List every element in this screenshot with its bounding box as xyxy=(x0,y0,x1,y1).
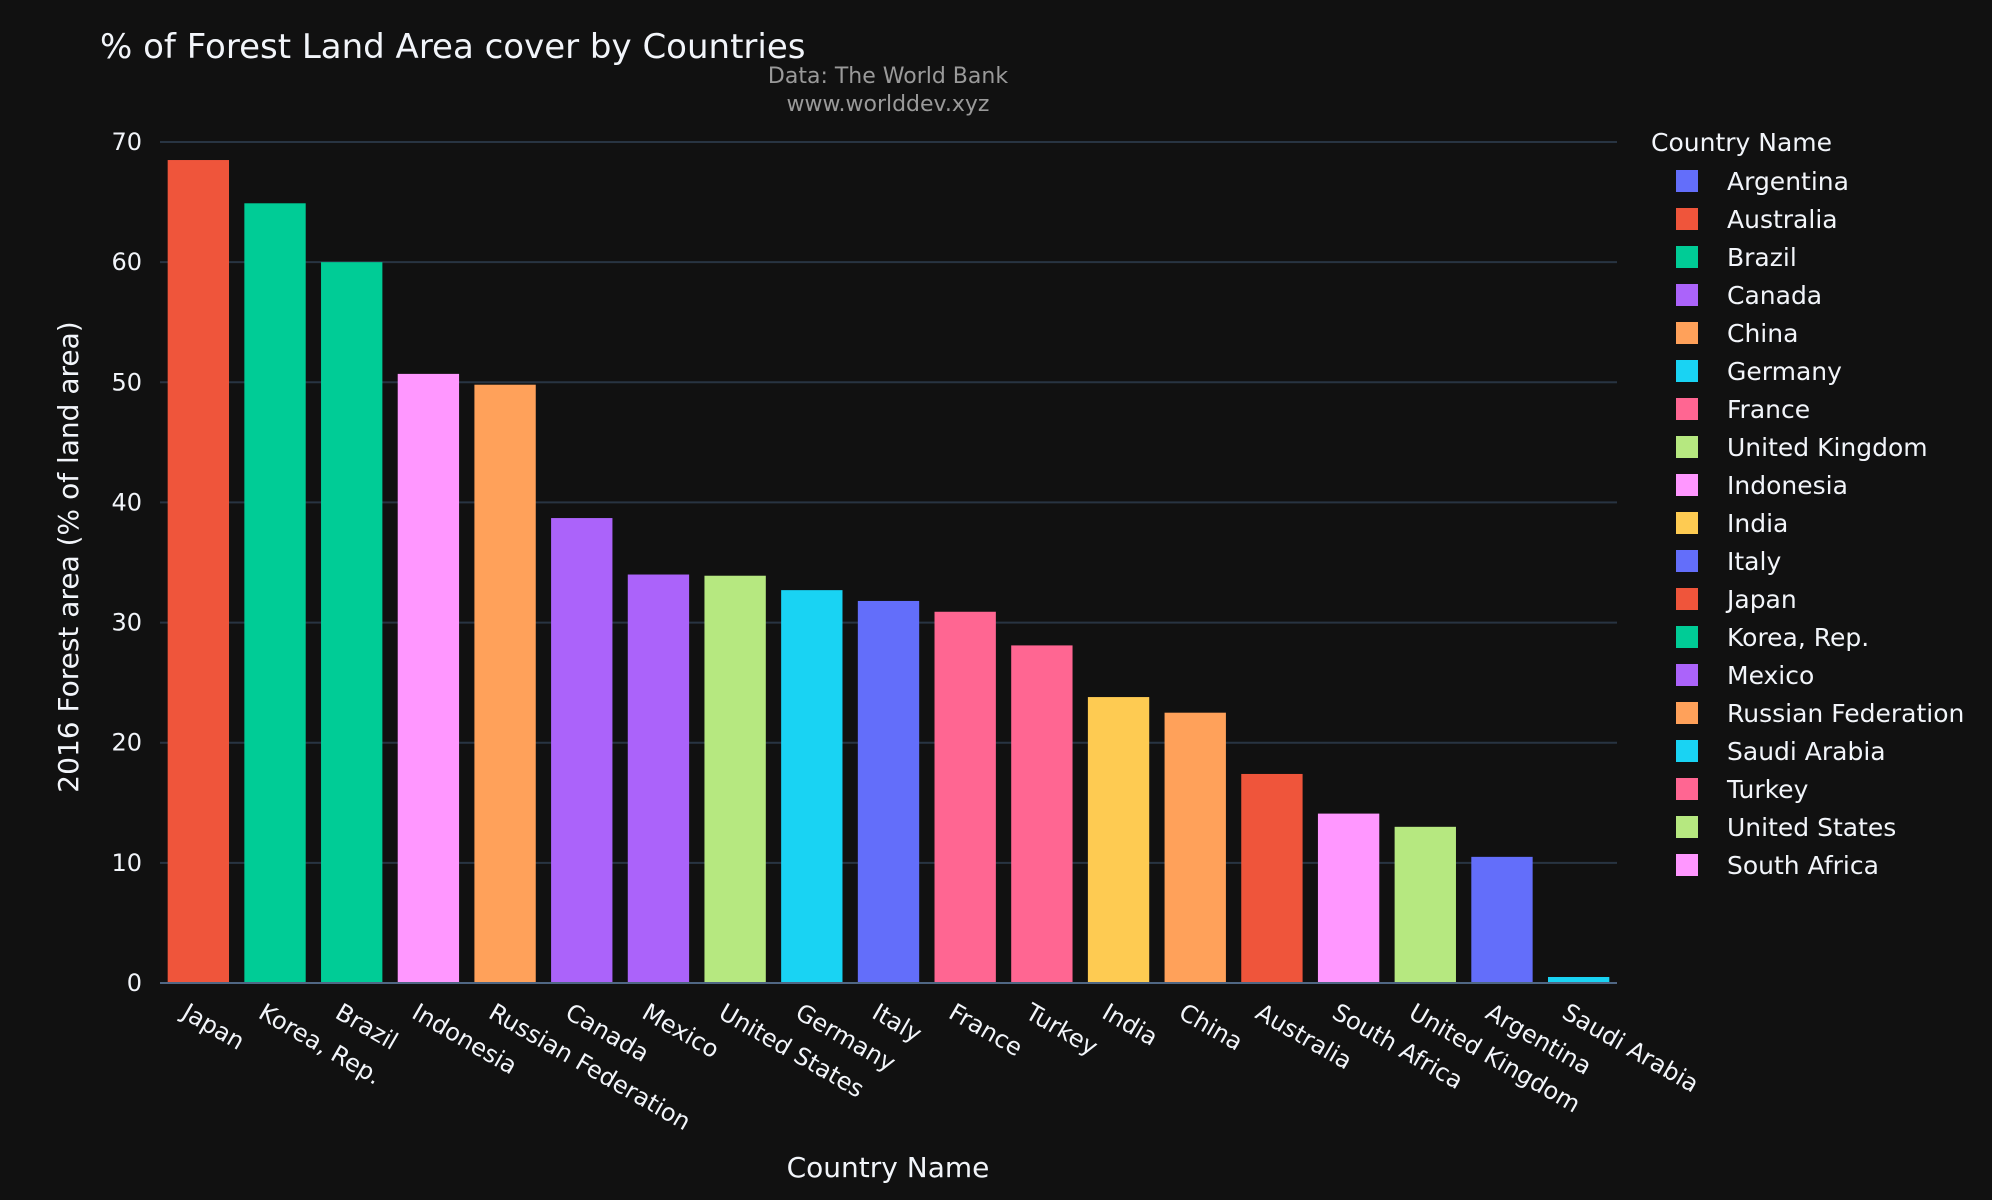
legend-swatch xyxy=(1676,664,1698,686)
legend-items: Argentina Australia Brazil Canada China Germa… xyxy=(1676,167,1964,880)
legend-label: Canada xyxy=(1727,281,1822,310)
y-axis-title: 2016 Forest area (% of land area) xyxy=(52,321,85,792)
legend-label: United States xyxy=(1727,813,1896,842)
y-axis-ticks: 0 10 20 30 40 50 60 70 xyxy=(111,128,142,997)
legend-swatch xyxy=(1676,436,1698,458)
y-tick-label: 60 xyxy=(111,248,142,276)
legend-label: Germany xyxy=(1727,357,1842,386)
y-tick-label: 0 xyxy=(127,969,142,997)
chart-subtitle-source: Data: The World Bank xyxy=(768,64,1008,89)
bar-turkey xyxy=(1011,645,1073,983)
bar-indonesia xyxy=(397,373,460,983)
bar-australia xyxy=(1241,773,1303,983)
bar-canada xyxy=(551,518,613,983)
y-tick-label: 10 xyxy=(111,849,142,877)
bar-argentina xyxy=(1471,856,1533,983)
legend-label: United Kingdom xyxy=(1727,433,1928,462)
legend-swatch xyxy=(1676,170,1698,192)
legend-label: Japan xyxy=(1725,585,1797,614)
bar-brazil xyxy=(321,262,383,984)
x-axis-title: Country Name xyxy=(787,1151,990,1184)
legend-label: Indonesia xyxy=(1727,471,1848,500)
chart-title: % of Forest Land Area cover by Countries xyxy=(100,27,805,67)
legend-swatch xyxy=(1676,588,1698,610)
legend-swatch xyxy=(1676,398,1698,420)
bar-russian-federation xyxy=(474,384,536,983)
legend-label: China xyxy=(1727,319,1798,348)
legend-label: Italy xyxy=(1727,547,1781,576)
legend-swatch xyxy=(1676,360,1698,382)
legend-swatch xyxy=(1676,550,1698,572)
legend-label: Turkey xyxy=(1726,775,1809,804)
bar-mexico xyxy=(627,574,690,983)
bar-united-states xyxy=(704,575,766,983)
legend-label: Saudi Arabia xyxy=(1727,737,1886,766)
bar-south-africa xyxy=(1317,813,1380,983)
bar-france xyxy=(934,611,996,983)
legend-label: South Africa xyxy=(1727,851,1879,880)
y-tick-label: 70 xyxy=(111,128,142,156)
legend-label: Mexico xyxy=(1727,661,1814,690)
bar-china xyxy=(1164,712,1226,983)
bar-saudi-arabia xyxy=(1547,976,1610,983)
bar-japan xyxy=(167,160,230,983)
legend-swatch xyxy=(1676,512,1698,534)
legend-label: Australia xyxy=(1727,205,1838,234)
legend-swatch xyxy=(1676,854,1698,876)
legend-label: India xyxy=(1727,509,1788,538)
legend-swatch xyxy=(1676,740,1698,762)
bar-india xyxy=(1087,697,1150,983)
legend: Country Name Argentina Australia Brazil Can… xyxy=(1651,128,1964,880)
bar-germany xyxy=(781,590,843,983)
chart-subtitle-url: www.worlddev.xyz xyxy=(787,92,990,117)
bar-italy xyxy=(857,600,920,983)
y-tick-label: 20 xyxy=(111,729,142,757)
legend-swatch xyxy=(1676,208,1698,230)
legend-label: Russian Federation xyxy=(1727,699,1964,728)
legend-label: Argentina xyxy=(1727,167,1849,196)
legend-label: France xyxy=(1727,395,1810,424)
legend-title: Country Name xyxy=(1651,128,1832,157)
legend-swatch xyxy=(1676,626,1698,648)
legend-swatch xyxy=(1676,322,1698,344)
legend-swatch xyxy=(1676,284,1698,306)
y-tick-label: 30 xyxy=(111,609,142,637)
bars xyxy=(167,160,1610,984)
legend-swatch xyxy=(1676,778,1698,800)
legend-swatch xyxy=(1676,702,1698,724)
legend-label: Brazil xyxy=(1727,243,1797,272)
legend-label: Korea, Rep. xyxy=(1727,623,1869,652)
y-tick-label: 50 xyxy=(111,368,142,396)
y-tick-label: 40 xyxy=(111,488,142,516)
bar-korea-rep- xyxy=(244,203,306,984)
bar-united-kingdom xyxy=(1394,826,1456,983)
legend-swatch xyxy=(1676,474,1698,496)
legend-swatch xyxy=(1676,246,1698,268)
legend-swatch xyxy=(1676,816,1698,838)
